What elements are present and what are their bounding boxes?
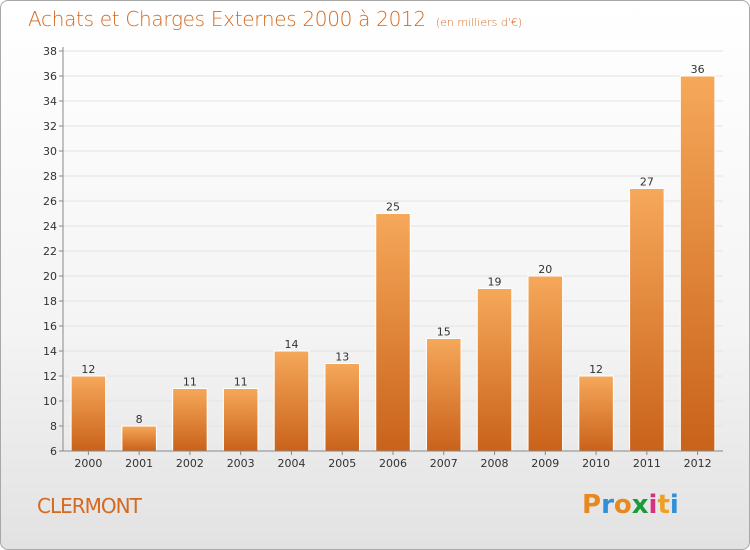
- x-tick-label: 2007: [430, 457, 458, 470]
- logo-letter: t: [657, 490, 670, 520]
- bar-value-label: 19: [488, 276, 502, 289]
- bar: [70, 375, 107, 452]
- y-tick-label: 14: [43, 345, 57, 358]
- logo-letter: x: [631, 490, 649, 520]
- bar-value-label: 11: [183, 376, 197, 389]
- bar-value-label: 14: [284, 338, 298, 351]
- bar-value-label: 15: [437, 326, 451, 339]
- bar: [172, 388, 208, 452]
- y-axis: 6 8 10 12 14 16 18 20 22 24 26 28 30 32 34 36 38: [43, 45, 64, 458]
- logo-letter: o: [613, 490, 632, 520]
- bar: [121, 425, 157, 452]
- x-tick-label: 2000: [74, 457, 102, 470]
- x-tick-label: 2010: [582, 457, 610, 470]
- bar: [426, 338, 462, 452]
- logo-letter: P: [582, 490, 602, 520]
- x-tick-label: 2008: [481, 457, 509, 470]
- bar: [222, 388, 259, 452]
- y-tick-label: 32: [43, 120, 57, 133]
- y-tick-label: 10: [43, 395, 57, 408]
- chart-title-text: Achats et Charges Externes 2000 à 2012: [28, 7, 426, 31]
- y-tick-label: 16: [43, 320, 57, 333]
- proxiti-logo: Proxiti: [582, 490, 679, 520]
- y-tick-label: 20: [43, 270, 57, 283]
- bar-value-label: 8: [136, 413, 143, 426]
- bar: [273, 350, 310, 452]
- logo-letter: r: [601, 490, 614, 520]
- x-tick-label: 2003: [227, 457, 255, 470]
- bar: [375, 213, 411, 452]
- bar-value-label: 13: [335, 351, 349, 364]
- x-tick-label: 2009: [531, 457, 559, 470]
- bar: [578, 375, 614, 452]
- y-tick-label: 22: [43, 245, 57, 258]
- bar-value-label: 12: [81, 363, 95, 376]
- bar: [629, 188, 665, 452]
- logo-letter: i: [669, 490, 679, 520]
- bar-value-label: 11: [234, 376, 248, 389]
- chart-unit: (en milliers d'€): [435, 16, 523, 29]
- bar: [476, 288, 513, 452]
- y-tick-label: 26: [43, 195, 57, 208]
- x-tick-label: 2004: [277, 457, 305, 470]
- bar-value-label: 36: [691, 63, 705, 76]
- bar-value-label: 27: [640, 176, 654, 189]
- x-tick-label: 2011: [633, 457, 661, 470]
- x-tick-label: 2006: [379, 457, 407, 470]
- x-tick-label: 2002: [176, 457, 204, 470]
- y-tick-label: 6: [50, 445, 57, 458]
- y-tick-label: 8: [50, 420, 57, 433]
- y-tick-label: 18: [43, 295, 57, 308]
- x-tick-label: 2001: [125, 457, 153, 470]
- logo-letter: i: [648, 490, 658, 520]
- bar-value-label: 25: [386, 201, 400, 214]
- x-tick-label: 2012: [684, 457, 712, 470]
- y-tick-label: 30: [43, 145, 57, 158]
- x-tick-label: 2005: [328, 457, 356, 470]
- bar: [527, 275, 564, 452]
- bars: 12 8 11 11 14 13 25 15 19 20 12 27 36: [70, 63, 716, 452]
- city-name: CLERMONT: [37, 494, 142, 518]
- y-tick-label: 36: [43, 70, 57, 83]
- bar: [324, 363, 360, 452]
- x-axis: 2000 2001 2002 2003 2004 2005 2006 2007 2008 2009…: [63, 450, 723, 470]
- bar-value-label: 20: [538, 263, 552, 276]
- y-tick-label: 38: [43, 45, 57, 58]
- bar-value-label: 12: [589, 363, 603, 376]
- y-tick-label: 34: [43, 95, 57, 108]
- y-tick-label: 12: [43, 370, 57, 383]
- y-tick-label: 24: [43, 220, 57, 233]
- bar: [679, 75, 716, 452]
- chart-title: Achats et Charges Externes 2000 à 2012 (e…: [28, 7, 522, 31]
- y-tick-label: 28: [43, 170, 57, 183]
